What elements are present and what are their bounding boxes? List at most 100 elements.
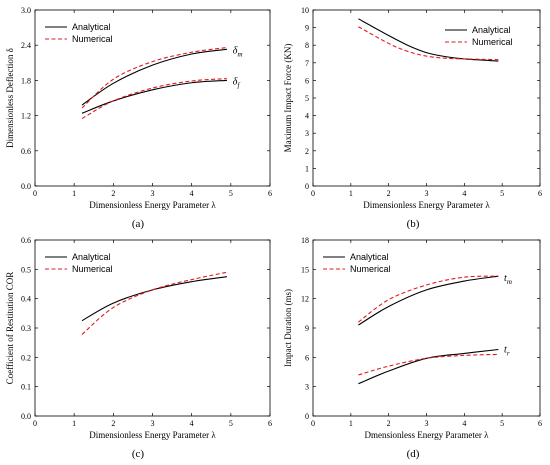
- y-tick-label: 0.6: [21, 147, 31, 156]
- panel-label: (d): [407, 448, 420, 460]
- x-tick-label: 5: [229, 419, 233, 428]
- x-tick-label: 4: [462, 189, 466, 198]
- x-tick-label: 5: [229, 189, 233, 198]
- panel-label: (b): [407, 218, 420, 230]
- y-tick-label: 1.8: [21, 76, 31, 85]
- series-line-tr-numerical: [358, 353, 499, 376]
- curve-annotation: tm: [504, 273, 512, 286]
- legend-label: Numerical: [72, 264, 113, 274]
- y-tick-label: 0: [305, 182, 309, 191]
- y-tick-label: 0: [305, 412, 309, 421]
- y-tick-label: 10: [301, 6, 309, 15]
- x-tick-label: 4: [190, 419, 194, 428]
- x-axis-label: Dimensionless Energy Parameter λ: [89, 430, 216, 440]
- y-tick-label: 3: [305, 383, 309, 392]
- y-tick-label: 1.2: [21, 112, 31, 121]
- y-tick-label: 7: [305, 59, 309, 68]
- y-tick-label: 6: [305, 76, 309, 85]
- y-tick-label: 0.0: [21, 182, 31, 191]
- y-tick-label: 2: [305, 147, 309, 156]
- x-tick-label: 3: [425, 189, 429, 198]
- series-line-δf-numerical: [81, 78, 227, 120]
- y-tick-label: 18: [301, 236, 309, 245]
- y-axis-label: Impact Duration (ms): [283, 289, 293, 367]
- y-tick-label: 12: [301, 295, 309, 304]
- y-tick-label: 0.6: [21, 236, 31, 245]
- series-line-tm-analytical: [358, 275, 499, 326]
- x-tick-label: 0: [311, 419, 315, 428]
- series-line-analytical: [81, 276, 227, 322]
- y-axis-label: Coefficient of Restitution COR: [5, 272, 15, 385]
- chart-panel-2: 0 1 2 3 4 5 6 0 1 2 3 4 5 6 7 8 9 10 Dimensionless Energy …: [283, 6, 542, 230]
- series-line-numerical: [358, 26, 499, 61]
- y-axis-label: Maximum Impact Force (KN): [283, 44, 293, 153]
- x-tick-label: 1: [349, 189, 353, 198]
- x-tick-label: 2: [387, 189, 391, 198]
- series-line-tr-analytical: [358, 348, 499, 385]
- x-axis-label: Dimensionless Energy Parameter λ: [363, 200, 490, 210]
- plot-frame: [34, 9, 271, 187]
- y-tick-label: 4: [305, 112, 309, 121]
- legend-label: Analytical: [72, 22, 111, 32]
- x-tick-label: 3: [151, 419, 155, 428]
- x-tick-label: 4: [190, 189, 194, 198]
- y-tick-label: 9: [305, 324, 309, 333]
- curve-annotation: δf: [233, 76, 241, 89]
- x-tick-label: 5: [500, 419, 504, 428]
- series-line-tm-numerical: [358, 275, 499, 323]
- legend-label: Numerical: [350, 264, 391, 274]
- x-tick-label: 5: [500, 189, 504, 198]
- curve-annotation: tr: [504, 345, 510, 358]
- plot-frame: [312, 239, 541, 417]
- y-tick-label: 0.0: [21, 412, 31, 421]
- x-tick-label: 0: [33, 419, 37, 428]
- x-axis-label: Dmensionless Energy Parameter λ: [365, 430, 490, 440]
- plot-frame: [34, 239, 271, 417]
- x-tick-label: 3: [425, 419, 429, 428]
- y-tick-label: 3: [305, 129, 309, 138]
- x-tick-label: 1: [72, 419, 76, 428]
- y-tick-label: 8: [305, 41, 309, 50]
- x-tick-label: 2: [387, 419, 391, 428]
- y-tick-label: 2.4: [21, 41, 31, 50]
- y-tick-label: 3.0: [21, 6, 31, 15]
- x-tick-label: 6: [268, 189, 272, 198]
- x-tick-label: 4: [462, 419, 466, 428]
- y-tick-label: 9: [305, 24, 309, 33]
- x-tick-label: 2: [111, 419, 115, 428]
- legend-label: Analytical: [350, 252, 389, 262]
- x-tick-label: 3: [151, 189, 155, 198]
- x-tick-label: 2: [111, 189, 115, 198]
- y-tick-label: 6: [305, 353, 309, 362]
- legend-label: Numerical: [472, 37, 513, 47]
- x-tick-label: 6: [268, 419, 272, 428]
- x-tick-label: 0: [311, 189, 315, 198]
- curve-annotation: δm: [233, 45, 243, 58]
- series-line-numerical: [81, 271, 228, 335]
- series-line-δm-numerical: [81, 47, 227, 109]
- x-tick-label: 1: [349, 419, 353, 428]
- y-axis-label: Dimensionless Deflection δ: [5, 48, 15, 148]
- chart-panel-1: 0 1 2 3 4 5 6 0.0 0.6 1.2 1.8 2.4 3.0 Dimensionless E…: [5, 6, 272, 230]
- panel-label: (a): [132, 218, 145, 230]
- x-tick-label: 0: [33, 189, 37, 198]
- chart-panel-3: 0 1 2 3 4 5 6 0.0 0.1 0.2 0.3 0.4 0.5 0.6 Dimensionles…: [5, 236, 272, 460]
- y-tick-label: 0.1: [21, 383, 31, 392]
- y-tick-label: 0.3: [21, 324, 31, 333]
- series-line-δm-analytical: [81, 48, 227, 106]
- x-tick-label: 6: [538, 189, 542, 198]
- legend-label: Analytical: [72, 252, 111, 262]
- y-tick-label: 0.2: [21, 353, 31, 362]
- y-tick-label: 1: [305, 164, 309, 173]
- x-axis-label: Dimensionless Energy Parameter λ: [89, 200, 216, 210]
- legend-label: Analytical: [472, 25, 511, 35]
- x-tick-label: 1: [72, 189, 76, 198]
- series-line-δf-analytical: [81, 79, 227, 114]
- y-tick-label: 0.4: [21, 295, 31, 304]
- x-tick-label: 6: [538, 419, 542, 428]
- panel-label: (c): [132, 448, 145, 460]
- legend-label: Numerical: [72, 34, 113, 44]
- y-tick-label: 5: [305, 94, 309, 103]
